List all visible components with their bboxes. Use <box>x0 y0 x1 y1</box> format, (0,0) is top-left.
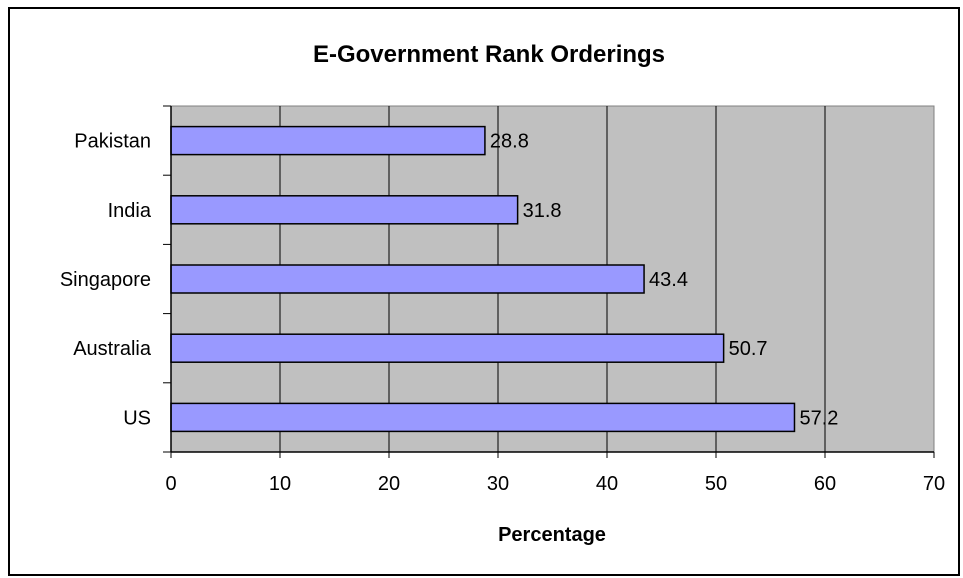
y-tick-label: India <box>108 200 152 222</box>
y-tick-label: US <box>123 407 151 429</box>
data-label: 43.4 <box>649 269 688 291</box>
y-axis: Pakistan India Singapore Australia US <box>60 105 172 453</box>
bar-us <box>170 402 796 433</box>
x-tick-label: 40 <box>596 473 618 495</box>
data-labels: 28.8 31.8 43.4 50.7 57.2 <box>490 131 838 430</box>
data-label: 57.2 <box>799 407 838 429</box>
x-axis-label: Percentage <box>498 524 606 546</box>
x-axis: 0 10 20 30 40 50 60 70 <box>165 451 945 495</box>
x-tick-label: 0 <box>165 473 176 495</box>
y-tick-label: Australia <box>73 338 152 360</box>
x-tick-label: 30 <box>487 473 509 495</box>
data-label: 31.8 <box>523 200 562 222</box>
x-tick-label: 50 <box>705 473 727 495</box>
y-tick-label: Pakistan <box>74 131 151 153</box>
bar-singapore <box>170 264 645 294</box>
data-label: 28.8 <box>490 131 529 153</box>
x-tick-label: 70 <box>923 473 945 495</box>
bars <box>170 125 796 433</box>
data-label: 50.7 <box>729 338 768 360</box>
chart-title: E-Government Rank Orderings <box>313 41 665 68</box>
bar-pakistan <box>170 125 486 156</box>
bar-india <box>170 195 519 225</box>
x-tick-label: 20 <box>378 473 400 495</box>
bar-australia <box>170 333 725 363</box>
x-tick-label: 60 <box>814 473 836 495</box>
x-tick-label: 10 <box>269 473 291 495</box>
y-tick-label: Singapore <box>60 269 151 291</box>
